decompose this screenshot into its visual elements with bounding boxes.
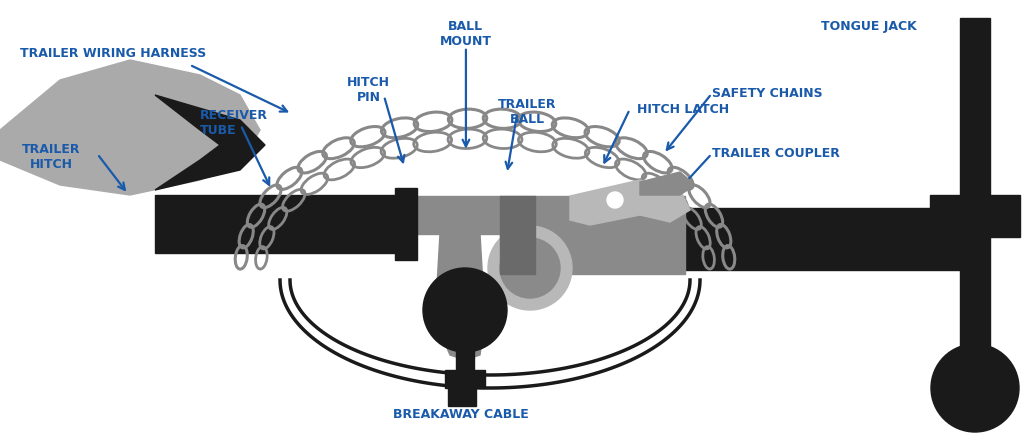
Text: RECEIVER
TUBE: RECEIVER TUBE <box>200 109 267 137</box>
Circle shape <box>931 344 1019 432</box>
Text: BALL
MOUNT: BALL MOUNT <box>440 20 492 48</box>
Circle shape <box>607 192 623 208</box>
Text: TRAILER WIRING HARNESS: TRAILER WIRING HARNESS <box>20 47 207 60</box>
Text: HITCH LATCH: HITCH LATCH <box>637 103 729 116</box>
Text: BREAKAWAY CABLE: BREAKAWAY CABLE <box>393 409 528 421</box>
Polygon shape <box>0 60 260 195</box>
Bar <box>395 188 417 260</box>
Circle shape <box>488 226 572 310</box>
Bar <box>406 196 500 234</box>
Bar <box>961 18 990 428</box>
Polygon shape <box>155 95 265 190</box>
Circle shape <box>500 238 560 298</box>
Bar <box>456 335 474 373</box>
Polygon shape <box>640 172 695 195</box>
Polygon shape <box>435 234 485 360</box>
Text: TRAILER
HITCH: TRAILER HITCH <box>22 143 81 171</box>
Polygon shape <box>570 180 690 225</box>
Bar <box>680 208 975 270</box>
Bar <box>930 195 1020 237</box>
Bar <box>445 370 485 388</box>
Bar <box>155 195 406 253</box>
Bar <box>500 196 685 274</box>
Bar <box>449 382 476 406</box>
Text: TRAILER COUPLER: TRAILER COUPLER <box>712 147 840 161</box>
Circle shape <box>423 268 507 352</box>
Text: TRAILER
BALL: TRAILER BALL <box>498 98 557 126</box>
Bar <box>500 196 535 274</box>
Text: SAFETY CHAINS: SAFETY CHAINS <box>712 87 822 100</box>
Text: HITCH
PIN: HITCH PIN <box>347 76 390 104</box>
Text: TONGUE JACK: TONGUE JACK <box>820 20 916 33</box>
